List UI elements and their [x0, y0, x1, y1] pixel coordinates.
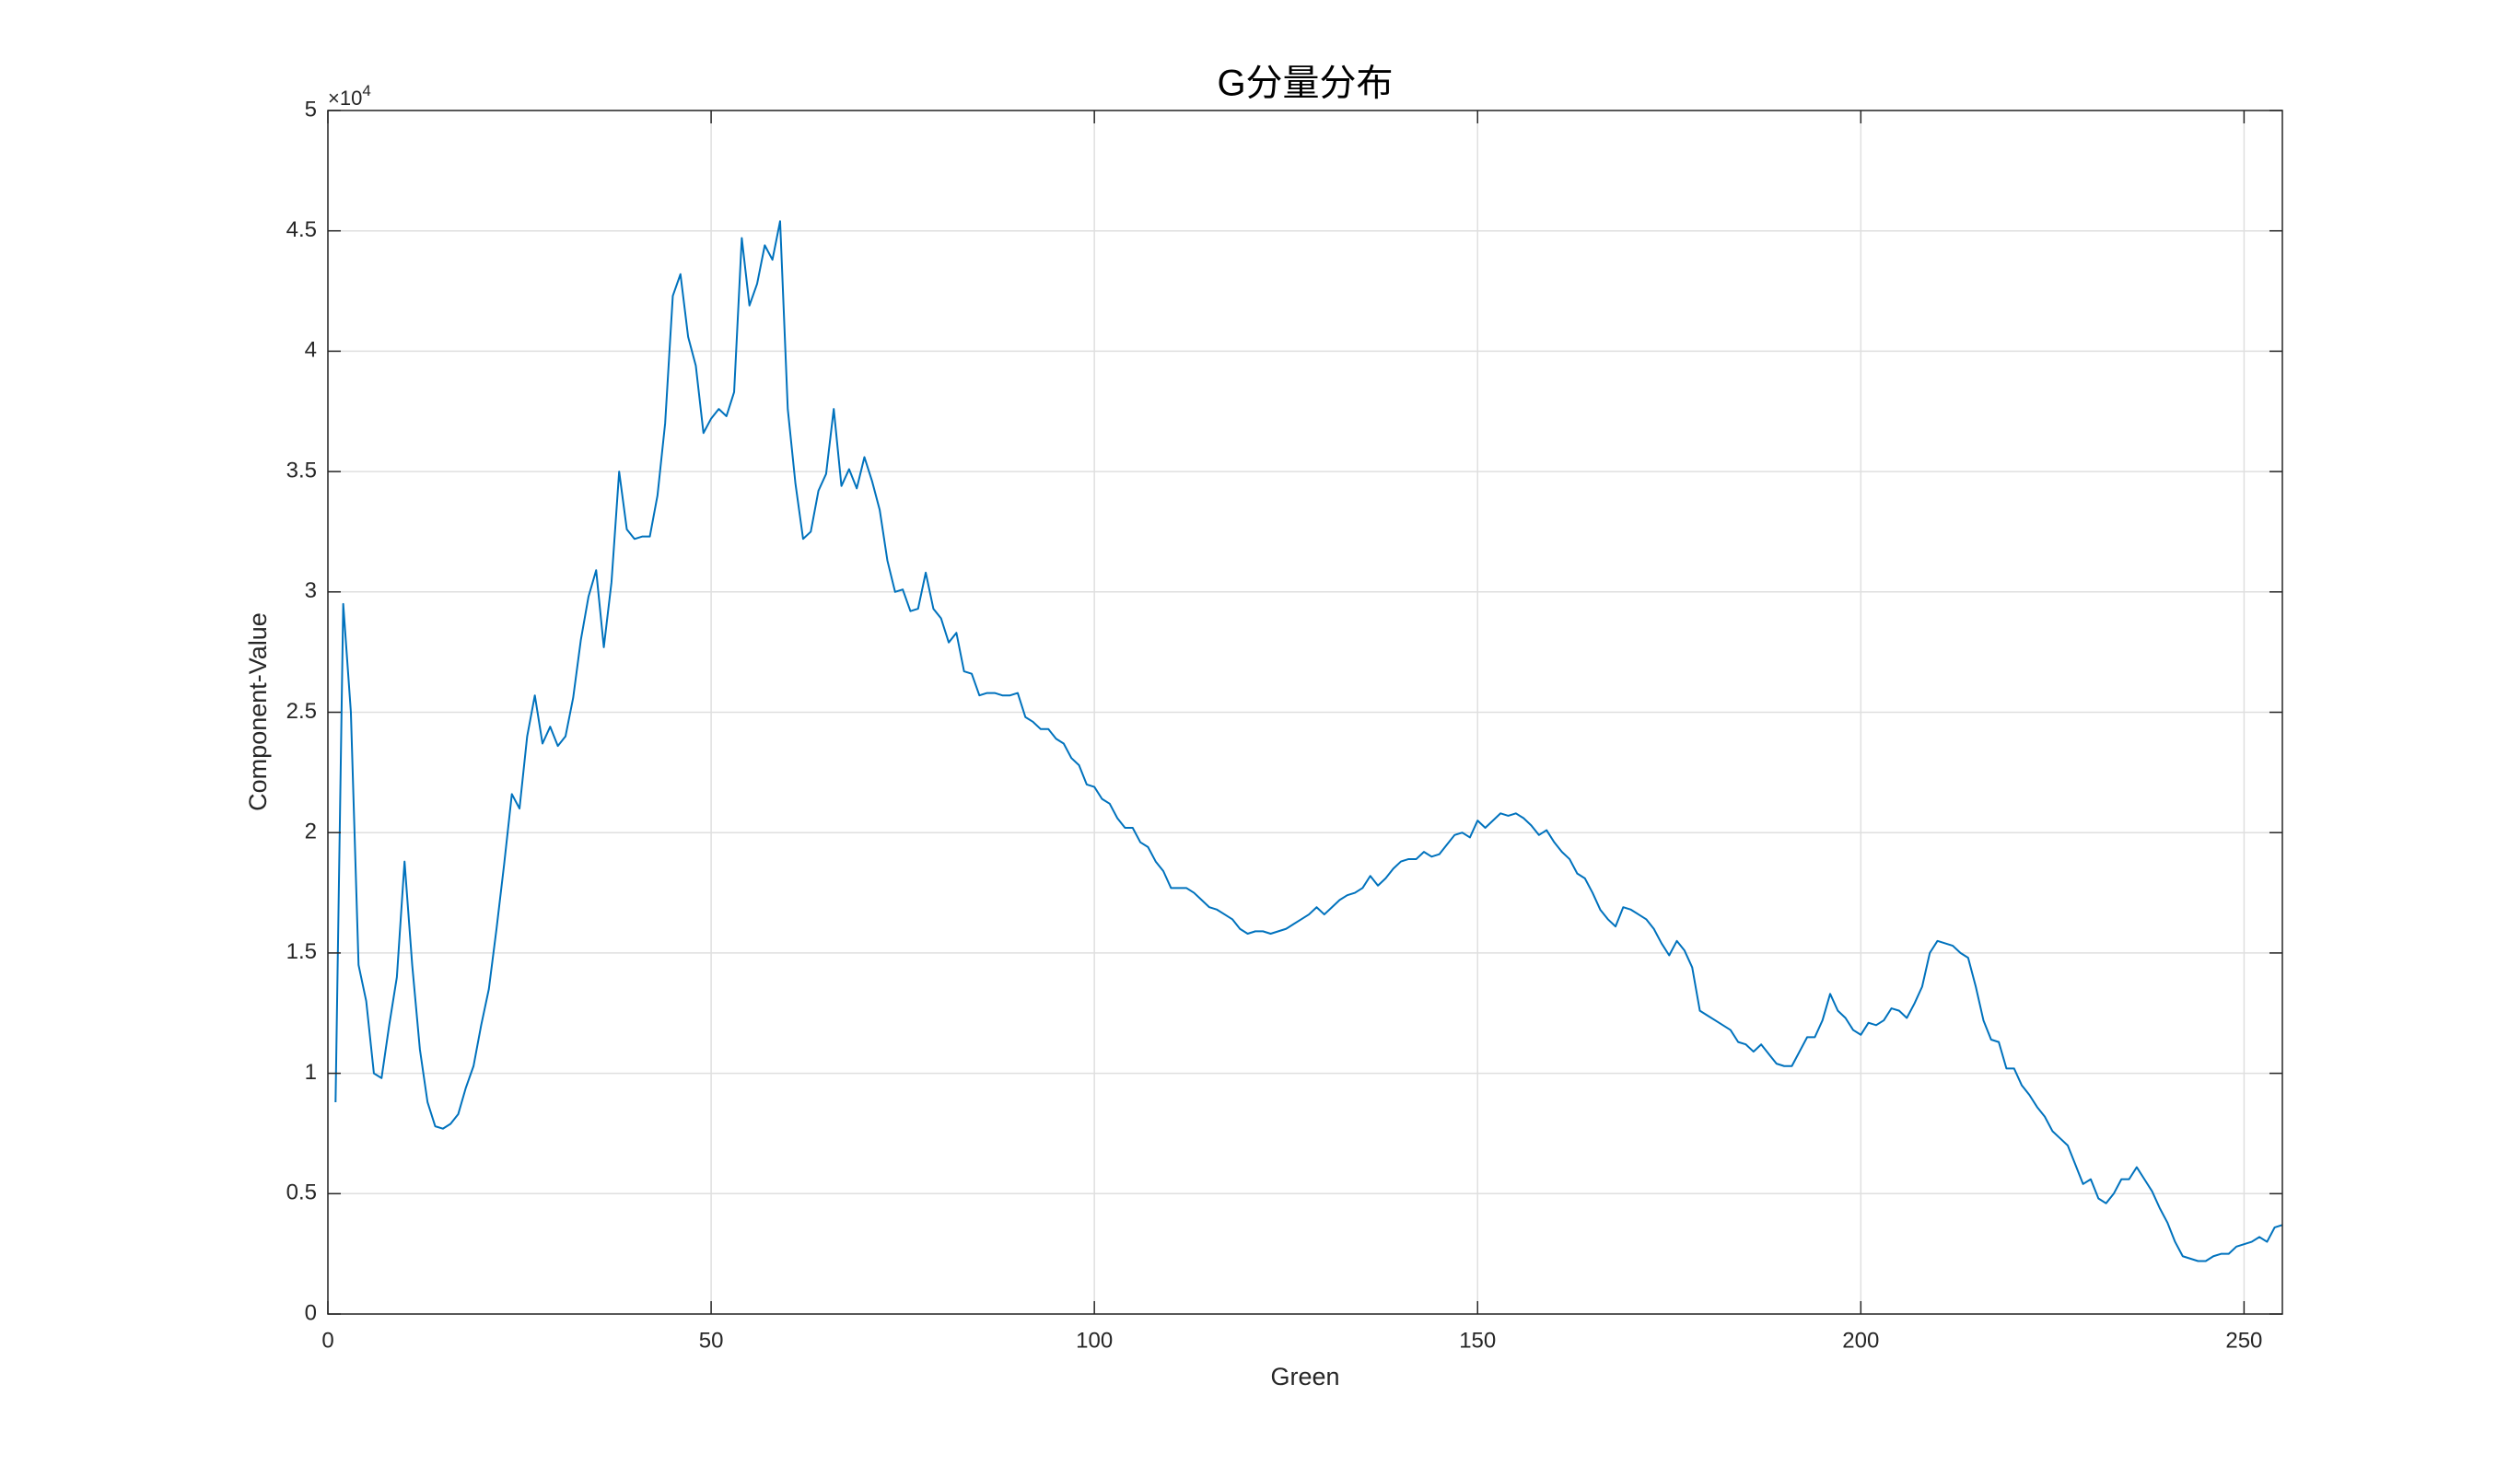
y-tick-label: 0 [305, 1300, 317, 1325]
y-tick-label: 1.5 [286, 939, 317, 964]
y-tick-label: 0.5 [286, 1180, 317, 1205]
y-tick-label: 4.5 [286, 217, 317, 242]
y-exponent: ×104 [328, 82, 371, 110]
y-tick-label: 3.5 [286, 458, 317, 483]
y-tick-label: 2 [305, 820, 317, 844]
y-tick-label: 3 [305, 578, 317, 603]
data-line [334, 220, 2283, 1262]
y-axis-label: Component-Value [244, 612, 272, 811]
x-tick-label: 100 [1076, 1328, 1113, 1353]
y-tick-label: 5 [305, 97, 317, 122]
y-tick-label: 2.5 [286, 699, 317, 724]
y-exponent-power: 4 [362, 82, 370, 99]
x-tick-label: 50 [699, 1328, 724, 1353]
chart-title: G分量分布 [1217, 64, 1393, 104]
x-tick-label: 200 [1842, 1328, 1879, 1353]
x-axis-label: Green [1270, 1363, 1339, 1390]
x-tick-label: 150 [1459, 1328, 1496, 1353]
x-tick-label: 250 [2225, 1328, 2262, 1353]
y-tick-label: 4 [305, 338, 317, 363]
y-tick-label: 1 [305, 1060, 317, 1085]
x-tick-label: 0 [321, 1328, 333, 1353]
y-exponent-base: ×10 [328, 87, 362, 110]
